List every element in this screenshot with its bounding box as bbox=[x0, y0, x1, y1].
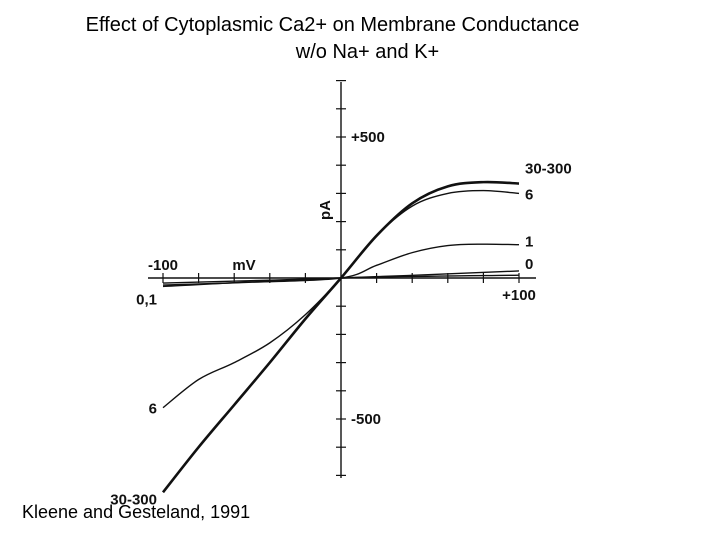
series-label-left: 0,1 bbox=[136, 291, 157, 308]
chart-title: Effect of Cytoplasmic Ca2+ on Membrane C… bbox=[0, 12, 665, 66]
curve-labels: 30-300 30-300 6 6 1 0 0,1 bbox=[110, 161, 571, 509]
x-tick-label: -100 bbox=[148, 257, 178, 274]
series-line-0,1 bbox=[162, 274, 520, 288]
series-label-right: 30-300 bbox=[525, 161, 572, 178]
y-tick-label: -500 bbox=[351, 411, 381, 428]
y-axis-label: pA bbox=[317, 200, 334, 220]
series-label-left: 30-300 bbox=[110, 491, 157, 508]
title-line-1: Effect of Cytoplasmic Ca2+ on Membrane C… bbox=[85, 14, 580, 36]
series-label-right: 6 bbox=[525, 186, 533, 203]
series-label-right: 0 bbox=[525, 256, 533, 273]
y-tick-label: +500 bbox=[351, 129, 385, 146]
x-tick-label: +100 bbox=[502, 287, 536, 304]
series-label-left: 6 bbox=[149, 401, 157, 418]
series-label-right: 1 bbox=[525, 234, 533, 251]
x-axis-label: mV bbox=[232, 257, 255, 274]
citation: Kleene and Gesteland, 1991 bbox=[22, 502, 251, 522]
title-line-2: w/o Na+ and K+ bbox=[295, 41, 440, 63]
axes: -100 +100 +500 -500 mV pA bbox=[148, 79, 536, 478]
curves bbox=[161, 180, 520, 494]
